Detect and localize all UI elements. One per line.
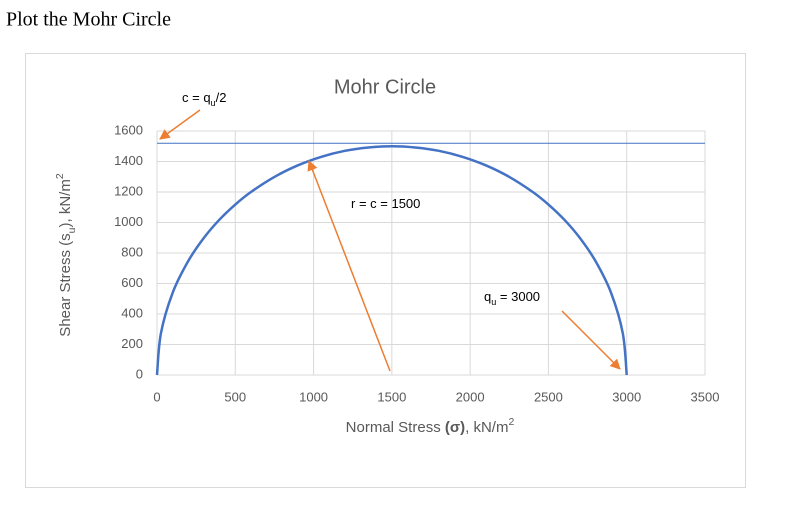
y-tick-label: 1000	[114, 214, 143, 229]
y-axis-title-part: ), kN/m	[57, 179, 74, 227]
y-axis-title: Shear Stress (su), kN/m2	[54, 173, 78, 337]
annotation-part: u	[211, 98, 216, 108]
annotation-part: q	[484, 289, 491, 304]
y-axis-title-part: Shear Stress (s	[57, 233, 74, 336]
y-tick-label: 800	[121, 244, 143, 259]
y-tick-label: 400	[121, 305, 143, 320]
x-axis-title: Normal Stress (σ), kN/m2	[346, 416, 515, 436]
annotation-part: c = q	[182, 90, 211, 105]
annotation-part: u	[491, 297, 496, 307]
series-line	[155, 144, 628, 376]
x-tick-label: 0	[153, 389, 160, 404]
y-tick-label: 1200	[114, 183, 143, 198]
x-tick-label: 3000	[612, 389, 641, 404]
y-tick-label: 1600	[114, 122, 143, 137]
annotation: r = c = 1500	[351, 196, 420, 211]
y-axis-title-part: u	[66, 227, 78, 233]
annotation-arrow	[307, 160, 391, 372]
chart-title: Mohr Circle	[334, 76, 436, 98]
annotation-part: = 3000	[496, 289, 540, 304]
annotation: qu = 3000	[484, 289, 540, 307]
heading: Plot the Mohr Circle	[6, 9, 171, 31]
annotation-arrow	[561, 310, 621, 370]
x-tick-label: 500	[224, 389, 246, 404]
x-tick-label: 3500	[691, 389, 720, 404]
annotation-part: /2	[216, 90, 227, 105]
y-axis-title-part: 2	[54, 173, 66, 179]
y-tick-label: 600	[121, 275, 143, 290]
x-axis-title-part: 2	[508, 416, 514, 428]
y-tick-label: 1400	[114, 153, 143, 168]
y-tick-label: 0	[136, 366, 143, 381]
x-axis-title-part: , kN/m	[465, 419, 508, 436]
x-tick-label: 1500	[377, 389, 406, 404]
x-axis-title-part: (σ)	[445, 419, 465, 436]
x-tick-label: 1000	[299, 389, 328, 404]
chart-frame	[25, 53, 746, 488]
annotation-part: r = c = 1500	[351, 196, 420, 211]
x-tick-label: 2500	[534, 389, 563, 404]
x-axis-title-part: Normal Stress	[346, 419, 445, 436]
x-tick-label: 2000	[456, 389, 485, 404]
annotation-arrow	[159, 109, 201, 140]
annotation: c = qu/2	[182, 90, 226, 108]
y-tick-label: 200	[121, 336, 143, 351]
